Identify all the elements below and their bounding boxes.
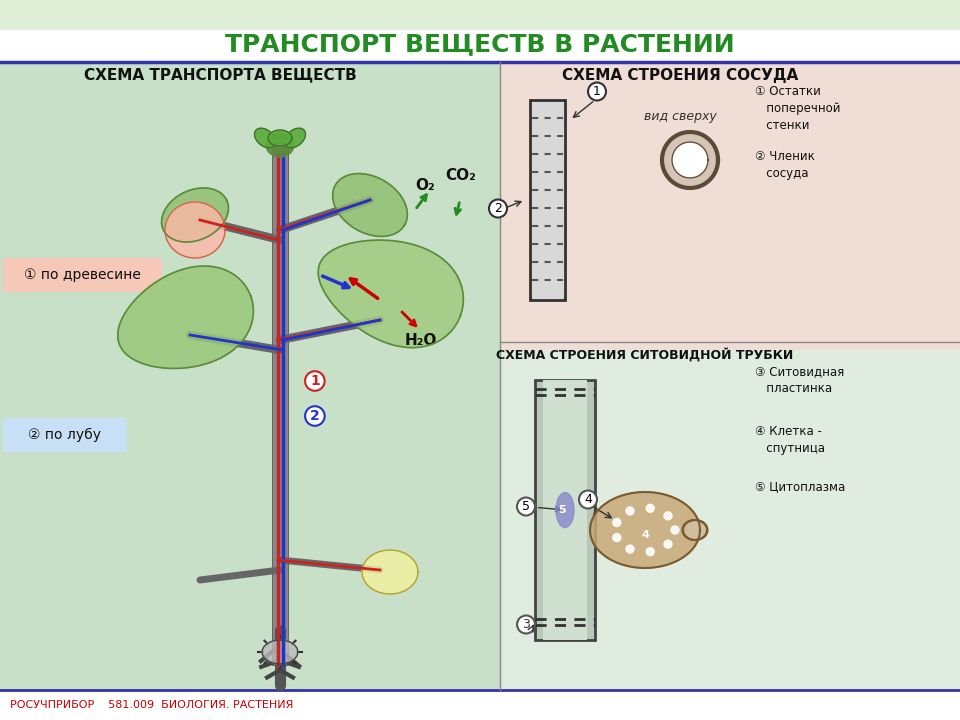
Polygon shape <box>362 550 418 594</box>
Text: вид сверху: вид сверху <box>643 110 716 123</box>
Text: ② Членик
   сосуда: ② Членик сосуда <box>755 150 815 180</box>
Text: ① Остатки
   поперечной
   стенки: ① Остатки поперечной стенки <box>755 85 841 132</box>
Text: 3: 3 <box>522 618 530 631</box>
Circle shape <box>671 526 679 534</box>
Text: ③ Ситовидная
   пластинка: ③ Ситовидная пластинка <box>755 365 844 395</box>
Polygon shape <box>662 132 718 188</box>
Polygon shape <box>683 520 707 540</box>
Circle shape <box>612 518 621 526</box>
Text: ④ Клетка -
   спутница: ④ Клетка - спутница <box>755 425 825 455</box>
Circle shape <box>626 545 634 553</box>
Text: O₂: O₂ <box>415 178 435 193</box>
Circle shape <box>646 548 654 556</box>
Polygon shape <box>672 142 708 178</box>
Text: 4: 4 <box>584 493 592 506</box>
FancyBboxPatch shape <box>272 145 288 665</box>
FancyBboxPatch shape <box>3 258 162 292</box>
Polygon shape <box>590 492 700 568</box>
Polygon shape <box>161 188 228 242</box>
Polygon shape <box>266 133 294 157</box>
FancyBboxPatch shape <box>535 380 595 640</box>
FancyBboxPatch shape <box>530 100 565 300</box>
Circle shape <box>646 504 654 513</box>
Polygon shape <box>262 640 298 664</box>
FancyBboxPatch shape <box>543 380 587 640</box>
Circle shape <box>612 534 621 541</box>
Text: 2: 2 <box>494 202 502 215</box>
Ellipse shape <box>556 492 574 528</box>
Text: РОСУЧПРИБОР    581.009  БИОЛОГИЯ. РАСТЕНИЯ: РОСУЧПРИБОР 581.009 БИОЛОГИЯ. РАСТЕНИЯ <box>10 700 294 710</box>
Polygon shape <box>318 240 464 348</box>
Text: 5: 5 <box>558 505 565 515</box>
FancyBboxPatch shape <box>500 350 960 690</box>
Text: СХЕМА ТРАНСПОРТА ВЕЩЕСТВ: СХЕМА ТРАНСПОРТА ВЕЩЕСТВ <box>84 68 356 83</box>
Text: 1: 1 <box>593 85 601 98</box>
Polygon shape <box>118 266 253 369</box>
FancyBboxPatch shape <box>3 418 127 452</box>
Circle shape <box>626 507 634 515</box>
FancyBboxPatch shape <box>0 30 960 60</box>
Circle shape <box>664 540 672 548</box>
Ellipse shape <box>683 520 708 540</box>
Text: 5: 5 <box>522 500 561 513</box>
Text: ① по древесине: ① по древесине <box>24 268 140 282</box>
Text: 1: 1 <box>310 374 320 388</box>
Text: СХЕМА СТРОЕНИЯ СОСУДА: СХЕМА СТРОЕНИЯ СОСУДА <box>562 68 798 83</box>
FancyBboxPatch shape <box>500 62 960 350</box>
Text: H₂O: H₂O <box>405 333 438 348</box>
Polygon shape <box>268 130 292 146</box>
Text: 4: 4 <box>641 530 649 540</box>
Circle shape <box>664 512 672 520</box>
Polygon shape <box>254 128 276 148</box>
Text: ② по лубу: ② по лубу <box>29 428 102 442</box>
Polygon shape <box>332 174 407 236</box>
Text: CO₂: CO₂ <box>445 168 476 183</box>
FancyBboxPatch shape <box>0 62 500 690</box>
FancyBboxPatch shape <box>0 690 960 720</box>
Polygon shape <box>165 202 225 258</box>
Text: 2: 2 <box>310 409 320 423</box>
Text: ⑤ Цитоплазма: ⑤ Цитоплазма <box>755 480 845 493</box>
Text: СХЕМА СТРОЕНИЯ СИТОВИДНОЙ ТРУБКИ: СХЕМА СТРОЕНИЯ СИТОВИДНОЙ ТРУБКИ <box>496 348 794 362</box>
FancyBboxPatch shape <box>0 0 960 30</box>
Polygon shape <box>284 128 305 148</box>
Text: ТРАНСПОРТ ВЕЩЕСТВ В РАСТЕНИИ: ТРАНСПОРТ ВЕЩЕСТВ В РАСТЕНИИ <box>226 32 734 56</box>
